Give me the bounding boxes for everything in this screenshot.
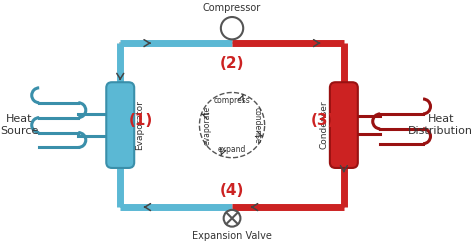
Text: compress: compress [214,96,250,105]
Text: Evaporator: Evaporator [135,100,144,150]
Text: condense: condense [253,107,262,144]
Bar [120,43,344,207]
Text: Expansion Valve: Expansion Valve [192,231,272,241]
Text: Heat
Distribution: Heat Distribution [408,114,473,136]
Text: (2): (2) [220,56,244,71]
Text: expand: expand [218,145,246,154]
Text: evaporate: evaporate [202,106,211,145]
Text: (4): (4) [220,183,244,198]
Text: Condenser: Condenser [320,101,329,149]
Text: (1): (1) [128,113,153,128]
Text: (3): (3) [311,113,336,128]
Circle shape [221,17,243,39]
FancyBboxPatch shape [106,82,134,168]
Text: Compressor: Compressor [203,3,261,13]
FancyBboxPatch shape [330,82,358,168]
Text: Heat
Source: Heat Source [0,114,39,136]
Circle shape [224,210,240,227]
